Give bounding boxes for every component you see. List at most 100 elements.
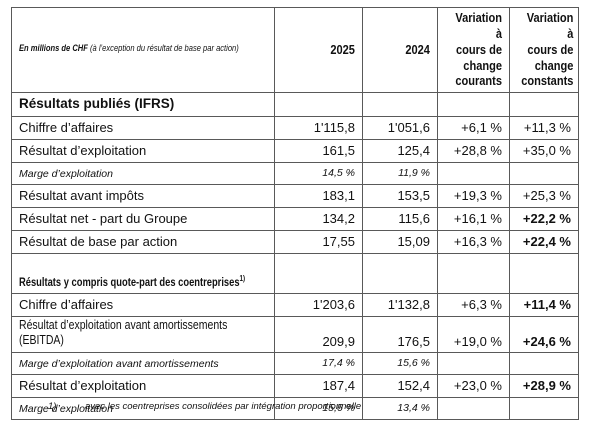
value-cell: 209,9 (274, 316, 363, 354)
column-header-variation-constants: Variation à cours de change constants (509, 6, 579, 94)
column-header-variation-courants: Variation à cours de change courants (437, 6, 510, 94)
table-row: Marge d’exploitation 15,6 % 13,4 % (11, 397, 579, 421)
value-cell: 13,4 % (362, 397, 438, 421)
value-cell: 161,5 (274, 139, 363, 164)
value-cell: +16,1 % (437, 207, 510, 232)
value-cell (437, 352, 510, 376)
table-row: Résultats y compris quote-part des coent… (11, 253, 579, 295)
row-label-text: Résultat d’exploitation (19, 377, 147, 393)
footnote-marker: 1) (48, 401, 57, 412)
value-cell: +28,9 % (509, 374, 579, 399)
value-cell: 1'051,6 (362, 116, 438, 141)
value-cell: 187,4 (274, 374, 363, 399)
value-cell: +6,1 % (437, 116, 510, 141)
value-cell (437, 162, 510, 186)
table-row: Chiffre d’affaires 1'115,8 1'051,6 +6,1 % +1… (11, 116, 579, 141)
value-cell: 15,09 (362, 230, 438, 255)
table-row: Résultat d’exploitation avant amortissem… (11, 316, 579, 354)
value-cell (509, 253, 579, 295)
value-cell: 134,2 (274, 207, 363, 232)
row-label-text: Résultat de base par action (19, 233, 178, 249)
value-cell (509, 352, 579, 376)
table-row: Résultat d’exploitation 161,5 125,4 +28,8 %… (11, 139, 579, 164)
value-cell: +19,0 % (437, 316, 510, 354)
row-label-text: Résultat net - part du Groupe (19, 210, 188, 226)
value-cell (437, 253, 510, 295)
row-label-text: Chiffre d’affaires (19, 119, 114, 135)
value-cell: +25,3 % (509, 184, 579, 209)
row-label: Marge d’exploitation (11, 162, 275, 186)
value-cell: +11,4 % (509, 293, 579, 318)
row-label: Résultats y compris quote-part des coent… (11, 253, 275, 295)
row-label: Résultat avant impôts (11, 184, 275, 209)
row-label-text: Chiffre d’affaires (19, 296, 114, 312)
row-label-text: Marge d’exploitation (19, 168, 113, 181)
value-cell: 1'115,8 (274, 116, 363, 141)
value-cell: +35,0 % (509, 139, 579, 164)
units-note-cell: En millions de CHF (à l’exception du rés… (11, 6, 275, 94)
row-label: Marge d’exploitation (11, 397, 275, 421)
row-label-text: Résultats publiés (IFRS) (19, 96, 175, 112)
value-cell: +16,3 % (437, 230, 510, 255)
value-cell: +6,3 % (437, 293, 510, 318)
value-cell (509, 162, 579, 186)
value-cell (274, 253, 363, 295)
value-cell (509, 92, 579, 118)
row-label: Résultat d’exploitation (11, 139, 275, 164)
column-header-2025: 2025 (274, 6, 363, 94)
value-cell (437, 92, 510, 118)
footnote-text: avec les coentreprises consolidées par i… (85, 401, 362, 412)
value-cell: +24,6 % (509, 316, 579, 354)
value-cell (362, 92, 438, 118)
table-row: Résultat net - part du Groupe 134,2 115,6 +… (11, 207, 579, 232)
row-label: Résultats publiés (IFRS) (11, 92, 275, 118)
value-cell: 183,1 (274, 184, 363, 209)
financial-results-table: En millions de CHF (à l’exception du rés… (11, 6, 579, 421)
row-label: Chiffre d’affaires (11, 116, 275, 141)
value-cell: 17,55 (274, 230, 363, 255)
row-label: Résultat de base par action (11, 230, 275, 255)
value-cell: 125,4 (362, 139, 438, 164)
units-note-bold: En millions de CHF (19, 43, 88, 54)
row-label-text: Marge d’exploitation (19, 403, 113, 416)
row-label-text: Résultat d’exploitation (19, 142, 147, 158)
table-row: Marge d’exploitation avant amortissement… (11, 352, 579, 376)
row-label: Chiffre d’affaires (11, 293, 275, 318)
value-cell (362, 253, 438, 295)
value-cell (509, 397, 579, 421)
footnote-reference: 1) (239, 274, 246, 284)
value-cell (437, 397, 510, 421)
value-cell: +19,3 % (437, 184, 510, 209)
row-label-text: Résultat avant impôts (19, 187, 145, 203)
table-header: En millions de CHF (à l’exception du rés… (11, 6, 579, 94)
value-cell: +28,8 % (437, 139, 510, 164)
value-cell: 115,6 (362, 207, 438, 232)
table-row: Résultat avant impôts 183,1 153,5 +19,3 % +2… (11, 184, 579, 209)
row-label-text: Résultats y compris quote-part des coent… (19, 274, 246, 290)
value-cell (274, 92, 363, 118)
row-label: Marge d’exploitation avant amortissement… (11, 352, 275, 376)
value-cell: 1'132,8 (362, 293, 438, 318)
value-cell: 15,6 % (362, 352, 438, 376)
table-row: Résultat d’exploitation 187,4 152,4 +23,0 %… (11, 374, 579, 399)
row-label-text: Marge d’exploitation avant amortissement… (19, 358, 219, 371)
table-row: Résultat de base par action 17,55 15,09 +16… (11, 230, 579, 255)
table-row: Chiffre d’affaires 1'203,6 1'132,8 +6,3 % +1… (11, 293, 579, 318)
value-cell: +11,3 % (509, 116, 579, 141)
units-note: En millions de CHF (à l’exception du rés… (19, 43, 239, 54)
value-cell: 1'203,6 (274, 293, 363, 318)
column-header-2024: 2024 (362, 6, 438, 94)
value-cell: 152,4 (362, 374, 438, 399)
value-cell: +23,0 % (437, 374, 510, 399)
value-cell: +22,4 % (509, 230, 579, 255)
value-cell: 176,5 (362, 316, 438, 354)
row-label: Résultat net - part du Groupe (11, 207, 275, 232)
table-row: Marge d’exploitation 14,5 % 11,9 % (11, 162, 579, 186)
header-row: En millions de CHF (à l’exception du rés… (11, 6, 579, 94)
value-cell: +22,2 % (509, 207, 579, 232)
units-note-rest: (à l’exception du résultat de base par a… (87, 43, 239, 54)
footnote: 1) avec les coentreprises consolidées par… (48, 401, 361, 412)
row-label-text: Résultat d’exploitation avant amortissem… (19, 318, 228, 348)
value-cell: 153,5 (362, 184, 438, 209)
